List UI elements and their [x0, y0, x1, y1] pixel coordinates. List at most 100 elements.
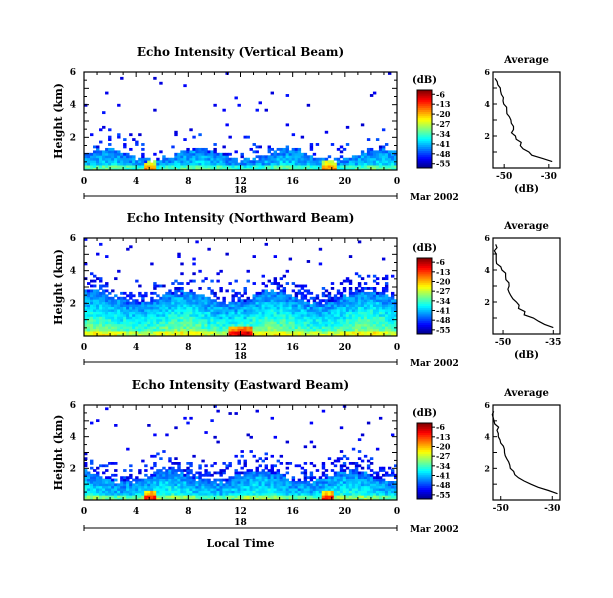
- heatmap-cell: [291, 282, 296, 285]
- colorbar-swatch: [417, 301, 432, 305]
- heatmap-cell: [234, 471, 238, 475]
- date-label: Mar 2002: [410, 525, 459, 535]
- heatmap-cell: [201, 481, 205, 484]
- heatmap-cell: [363, 287, 368, 290]
- heatmap-cell: [381, 301, 386, 305]
- heatmap-cell: [354, 299, 359, 303]
- heatmap-cell: [327, 165, 332, 168]
- heatmap-cell: [138, 495, 142, 499]
- heatmap-cell: [183, 160, 187, 164]
- heatmap-cell: [345, 333, 350, 337]
- heatmap-cell: [189, 471, 193, 475]
- heatmap-cell: [225, 318, 229, 322]
- heatmap-cell: [267, 162, 271, 166]
- heatmap-cell: [216, 471, 220, 475]
- heatmap-cell: [282, 291, 287, 295]
- heatmap-cell: [333, 313, 338, 317]
- heatmap-cell: [357, 495, 362, 499]
- heatmap-cell: [171, 485, 175, 489]
- heatmap-cell: [90, 299, 94, 303]
- heatmap-cell: [228, 152, 232, 156]
- heatmap-cell: [228, 328, 232, 332]
- heatmap-cell: [384, 304, 389, 307]
- heatmap-cell: [309, 490, 314, 494]
- heatmap-cell: [207, 311, 211, 315]
- heatmap-cell: [360, 157, 365, 161]
- heatmap-cell: [318, 328, 323, 332]
- heatmap-cell: [138, 133, 142, 137]
- heatmap-cell: [282, 304, 287, 307]
- heatmap-cell: [363, 296, 368, 300]
- heatmap-cell: [375, 497, 380, 501]
- heatmap-cell: [243, 304, 247, 307]
- heatmap-cell: [180, 485, 184, 489]
- heatmap-cell: [372, 318, 377, 322]
- heatmap-cell: [273, 316, 278, 320]
- heatmap-cell: [180, 333, 184, 337]
- heatmap-cell: [384, 152, 389, 156]
- heatmap-cell: [207, 309, 211, 312]
- heatmap-cell: [171, 316, 175, 320]
- heatmap-cell: [384, 150, 389, 154]
- heatmap-cell: [84, 323, 88, 327]
- heatmap-cell: [336, 321, 341, 325]
- heatmap-cell: [93, 331, 97, 334]
- heatmap-cell: [303, 485, 308, 489]
- heatmap-cell: [156, 167, 160, 171]
- heatmap-cell: [249, 313, 253, 317]
- heatmap-cell: [285, 123, 290, 127]
- heatmap-cell: [387, 326, 392, 330]
- heatmap-cell: [141, 497, 145, 501]
- colorbar-swatch: [417, 134, 432, 138]
- heatmap-cell: [87, 311, 91, 315]
- heatmap-cell: [375, 321, 380, 325]
- heatmap-cell: [108, 311, 112, 315]
- heatmap-cell: [318, 333, 323, 337]
- heatmap-cell: [117, 133, 121, 137]
- heatmap-cell: [390, 291, 395, 295]
- heatmap-cell: [342, 454, 347, 458]
- heatmap-cell: [342, 147, 347, 151]
- heatmap-cell: [150, 309, 154, 312]
- heatmap-cell: [336, 331, 341, 334]
- heatmap-cell: [267, 299, 271, 303]
- heatmap-cell: [249, 497, 253, 501]
- colorbar-swatch: [417, 121, 432, 124]
- heatmap-cell: [105, 282, 109, 285]
- heatmap-cell: [141, 143, 145, 146]
- heatmap-cell: [237, 162, 241, 166]
- heatmap-cell: [207, 326, 211, 330]
- heatmap-cell: [135, 140, 139, 144]
- heatmap-cell: [186, 299, 190, 303]
- heatmap-cell: [93, 289, 97, 293]
- heatmap-cell: [285, 492, 290, 496]
- heatmap-cell: [99, 279, 103, 283]
- heatmap-cell: [174, 160, 178, 164]
- heatmap-cell: [93, 311, 97, 315]
- heatmap-cell: [174, 316, 178, 320]
- heatmap-cell: [150, 483, 154, 487]
- heatmap-cell: [258, 301, 262, 305]
- heatmap-cell: [234, 311, 238, 315]
- heatmap-cell: [390, 155, 395, 159]
- heatmap-cell: [267, 471, 271, 475]
- heatmap-cell: [201, 326, 205, 330]
- heatmap-cell: [252, 454, 256, 458]
- heatmap-cell: [207, 328, 211, 332]
- heatmap-cell: [177, 333, 181, 337]
- heatmap-cell: [117, 269, 121, 273]
- heatmap-cell: [240, 311, 244, 315]
- heatmap-cell: [324, 473, 329, 477]
- heatmap-cell: [84, 333, 88, 337]
- heatmap-cell: [96, 306, 100, 310]
- heatmap-cell: [123, 492, 127, 496]
- heatmap-cell: [195, 299, 199, 303]
- heatmap-cell: [102, 299, 106, 303]
- heatmap-cell: [315, 143, 320, 146]
- x-tick-label: 0: [394, 177, 400, 187]
- heatmap-cell: [252, 476, 256, 480]
- heatmap-cell: [129, 165, 133, 168]
- heatmap-cell: [357, 485, 362, 489]
- heatmap-cell: [201, 492, 205, 496]
- heatmap-cell: [270, 91, 275, 95]
